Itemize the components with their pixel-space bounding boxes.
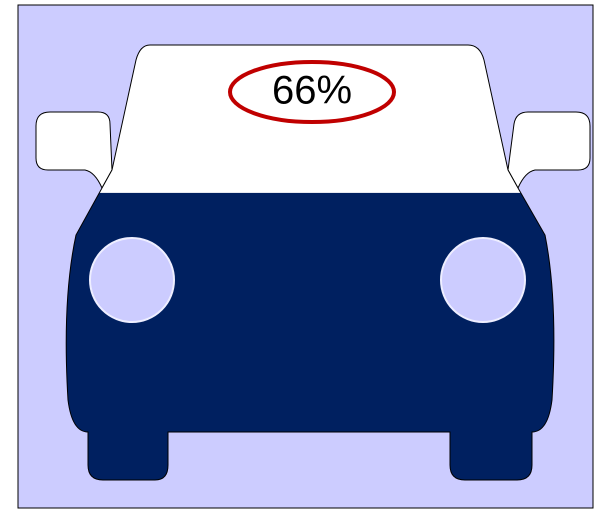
right-mirror [507,111,591,190]
left-mirror [35,111,113,190]
value-label: 66% [272,69,352,113]
label-ellipse [228,60,396,124]
headlight [440,237,526,323]
headlight [89,237,175,323]
